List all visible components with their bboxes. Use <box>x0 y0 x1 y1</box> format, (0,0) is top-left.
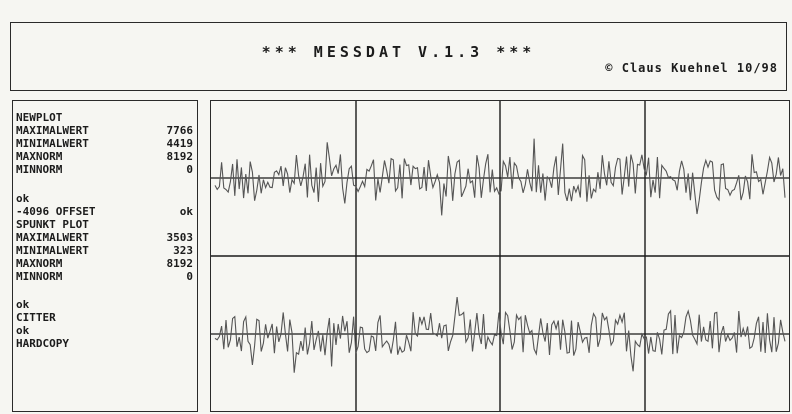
console-line-label: MAXIMALWERT <box>16 231 89 244</box>
console-line-value: 3503 <box>166 231 194 244</box>
console-line: MINNORM 0 <box>16 163 193 176</box>
console-line-label: CITTER <box>16 311 56 324</box>
console-line: MAXIMALWERT 3503 <box>16 231 193 244</box>
console-line-label: MAXNORM <box>16 150 63 163</box>
console-line: HARDCOPY <box>16 337 193 350</box>
title-banner: *** MESSDAT V.1.3 *** © Claus Kuehnel 10… <box>10 22 787 91</box>
console-line-label: HARDCOPY <box>16 337 69 350</box>
console-line: MAXIMALWERT 7766 <box>16 124 193 137</box>
console-line-label: MINIMALWERT <box>16 137 89 150</box>
signal-trace-offset <box>214 297 786 373</box>
console-line: MAXNORM 8192 <box>16 150 193 163</box>
console-line <box>16 283 193 296</box>
console-line: MINIMALWERT 323 <box>16 244 193 257</box>
console-line <box>16 176 193 189</box>
console-line-label: -4096 OFFSET <box>16 205 96 218</box>
console-line-label: NEWPLOT <box>16 111 63 124</box>
console-line: -4096 OFFSET ok <box>16 205 193 218</box>
console-line: SPUNKT PLOT <box>16 218 193 231</box>
console-line: NEWPLOT <box>16 111 193 124</box>
console-line-label: MINNORM <box>16 163 63 176</box>
console-line-label: MAXNORM <box>16 257 63 270</box>
console-line-value: 323 <box>173 244 193 257</box>
copyright-notice: © Claus Kuehnel 10/98 <box>605 61 778 75</box>
console-line-label: ok <box>16 324 30 337</box>
console-line-value: 8192 <box>166 257 194 270</box>
app-title: *** MESSDAT V.1.3 *** <box>261 43 536 61</box>
console-line-label: MINNORM <box>16 270 63 283</box>
console-output-panel: NEWPLOT MAXIMALWERT 7766 MINIMALWERT 4419 MAX… <box>12 100 198 412</box>
signal-trace-raw <box>214 138 786 216</box>
console-line-label: ok <box>16 192 30 205</box>
console-line-label: SPUNKT PLOT <box>16 218 89 231</box>
console-line: MINNORM 0 <box>16 270 193 283</box>
console-line: MINIMALWERT 4419 <box>16 137 193 150</box>
signal-plot-canvas <box>211 101 789 411</box>
signal-plot-area <box>210 100 790 412</box>
console-line-value: 7766 <box>166 124 194 137</box>
console-line: CITTER <box>16 311 193 324</box>
console-line-value: 8192 <box>166 150 194 163</box>
console-line-value: 0 <box>186 270 193 283</box>
console-line-value: 4419 <box>166 137 194 150</box>
console-line-label: MAXIMALWERT <box>16 124 89 137</box>
console-line-label: MINIMALWERT <box>16 244 89 257</box>
console-line: ok <box>16 324 193 337</box>
console-line-label: ok <box>16 298 30 311</box>
console-line-value: ok <box>179 205 193 218</box>
console-line: MAXNORM 8192 <box>16 257 193 270</box>
console-line-value: 0 <box>186 163 193 176</box>
console-line: ok <box>16 298 193 311</box>
console-line: ok <box>16 192 193 205</box>
